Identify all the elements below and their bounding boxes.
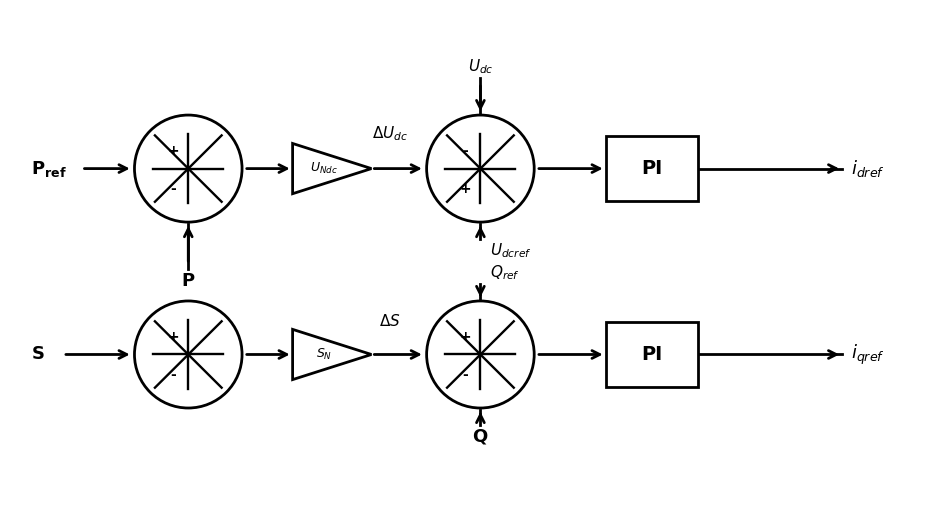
Text: $i_{qref}$: $i_{qref}$ — [852, 342, 885, 367]
Bar — [606, 136, 699, 201]
Text: -: - — [171, 368, 176, 382]
Text: PI: PI — [641, 159, 662, 178]
Text: $U_{Ndc}$: $U_{Ndc}$ — [310, 161, 338, 176]
Text: $\mathbf{P}$: $\mathbf{P}$ — [181, 272, 195, 290]
Text: $S_N$: $S_N$ — [316, 347, 332, 362]
Text: $Q_{ref}$: $Q_{ref}$ — [490, 263, 520, 281]
Text: -: - — [463, 144, 468, 158]
Text: $U_{dc}$: $U_{dc}$ — [467, 57, 494, 76]
Text: $\mathbf{P_{ref}}$: $\mathbf{P_{ref}}$ — [31, 158, 66, 179]
Bar — [606, 322, 699, 387]
Text: $U_{dcref}$: $U_{dcref}$ — [490, 241, 532, 260]
Text: -: - — [171, 182, 176, 196]
Text: +: + — [167, 330, 179, 344]
Text: $\Delta U_{dc}$: $\Delta U_{dc}$ — [371, 125, 408, 143]
Text: $\Delta S$: $\Delta S$ — [379, 313, 400, 329]
Text: -: - — [463, 368, 468, 382]
Text: +: + — [460, 182, 471, 196]
Text: $\mathbf{S}$: $\mathbf{S}$ — [31, 345, 44, 364]
Text: +: + — [460, 330, 471, 344]
Text: $\mathbf{Q}$: $\mathbf{Q}$ — [472, 427, 489, 447]
Text: PI: PI — [641, 345, 662, 364]
Text: +: + — [167, 144, 179, 158]
Text: $i_{dref}$: $i_{dref}$ — [852, 158, 885, 179]
